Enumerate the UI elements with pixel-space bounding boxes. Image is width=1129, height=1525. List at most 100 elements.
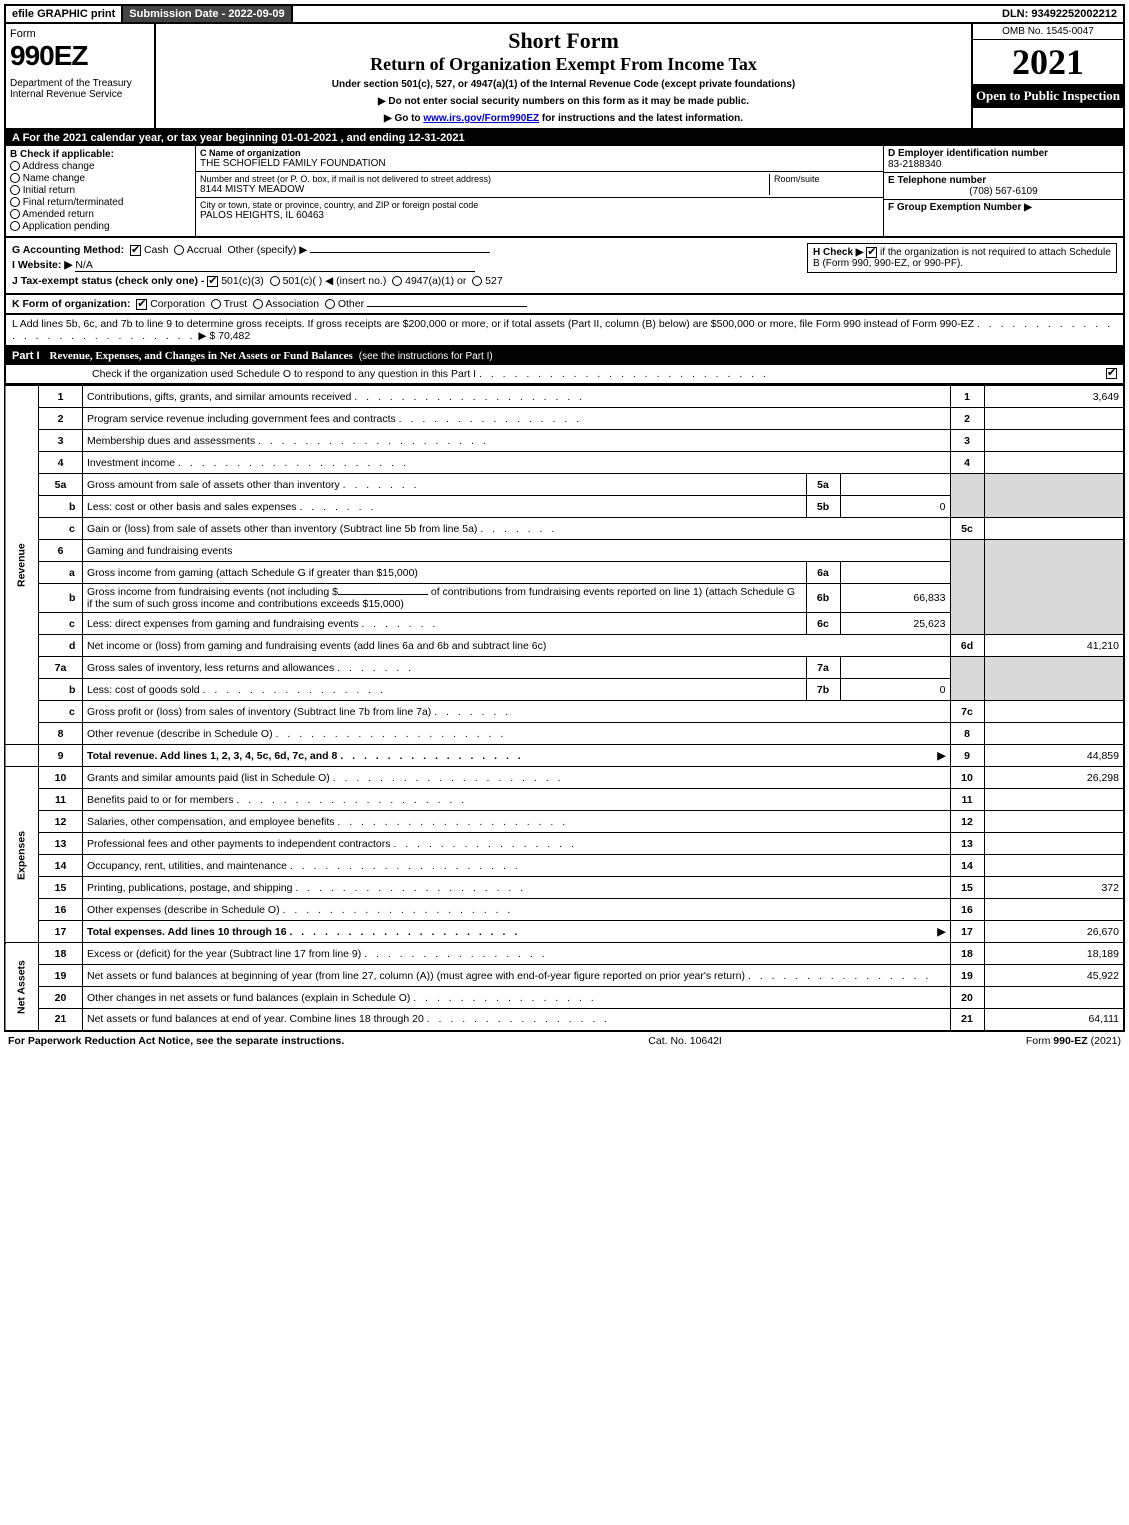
check-final-return[interactable]	[10, 197, 20, 207]
omb-number: OMB No. 1545-0047	[973, 24, 1123, 40]
row-16: 16 Other expenses (describe in Schedule …	[5, 899, 1124, 921]
spacer	[5, 745, 39, 767]
g-other-input[interactable]	[310, 252, 490, 253]
g-label: G Accounting Method:	[12, 244, 124, 256]
amount: 26,298	[984, 767, 1124, 789]
line-desc: Gross profit or (loss) from sales of inv…	[87, 706, 431, 718]
k-corp-check[interactable]	[136, 299, 147, 310]
efile-print[interactable]: efile GRAPHIC print	[6, 6, 123, 22]
line-num: 17	[39, 921, 83, 943]
contrib-blank[interactable]	[338, 594, 428, 595]
amount: 41,210	[984, 635, 1124, 657]
arrow-icon: ▶	[937, 926, 945, 938]
check-initial-return[interactable]	[10, 185, 20, 195]
j-4947: 4947(a)(1) or	[405, 275, 466, 287]
section-a: A For the 2021 calendar year, or tax yea…	[4, 130, 1125, 146]
line-desc: Salaries, other compensation, and employ…	[87, 816, 334, 828]
ein: 83-2188340	[888, 159, 941, 170]
line-num: a	[39, 562, 83, 584]
l-text: L Add lines 5b, 6c, and 7b to line 9 to …	[12, 318, 974, 330]
submission-date: Submission Date - 2022-09-09	[123, 6, 292, 22]
tax-year: 2021	[973, 40, 1123, 84]
k-assoc-check[interactable]	[253, 299, 263, 309]
line-desc: Total revenue. Add lines 1, 2, 3, 4, 5c,…	[87, 750, 337, 762]
line-num: 8	[39, 723, 83, 745]
row-19: 19 Net assets or fund balances at beginn…	[5, 965, 1124, 987]
g-accrual-check[interactable]	[174, 245, 184, 255]
amount	[984, 811, 1124, 833]
dots: . . . . . . . . . . . . . . . . . . . .	[258, 435, 489, 447]
inline-val	[840, 474, 950, 496]
line-num: 13	[39, 833, 83, 855]
part1-title: Revenue, Expenses, and Changes in Net As…	[50, 350, 353, 362]
opt-final-return: Final return/terminated	[23, 197, 124, 208]
dots: . . . . . . . . . . . . . . . .	[399, 413, 582, 425]
box-num: 17	[950, 921, 984, 943]
part1-checkbox[interactable]	[1106, 368, 1117, 379]
website-value: N/A	[75, 259, 475, 272]
inline-label: 6b	[806, 584, 840, 613]
city-label: City or town, state or province, country…	[200, 200, 879, 210]
line-num: 9	[39, 745, 83, 767]
form-word: Form	[10, 28, 150, 40]
j-501c3-check[interactable]	[207, 276, 218, 287]
g-cash-check[interactable]	[130, 245, 141, 256]
line-desc: Net income or (loss) from gaming and fun…	[87, 640, 546, 652]
h-checkbox[interactable]	[866, 247, 877, 258]
k-other-check[interactable]	[325, 299, 335, 309]
row-8: 8 Other revenue (describe in Schedule O)…	[5, 723, 1124, 745]
header-left: Form 990EZ Department of the Treasury In…	[6, 24, 156, 128]
row-5a: 5a Gross amount from sale of assets othe…	[5, 474, 1124, 496]
check-application-pending[interactable]	[10, 221, 20, 231]
opt-amended-return: Amended return	[22, 209, 94, 220]
section-b: B Check if applicable: Address change Na…	[6, 146, 196, 236]
dots: . . . . . . . . . . . . . . . .	[364, 948, 547, 960]
l-amount: ▶ $ 70,482	[198, 330, 250, 342]
k-trust: Trust	[224, 298, 248, 310]
box-num: 16	[950, 899, 984, 921]
opt-initial-return: Initial return	[23, 185, 75, 196]
line-num: c	[39, 613, 83, 635]
j-label: J Tax-exempt status (check only one) -	[12, 275, 204, 287]
part1-bar: Part I Revenue, Expenses, and Changes in…	[4, 347, 1125, 365]
check-name-change[interactable]	[10, 173, 20, 183]
dots: . . . . . . .	[337, 662, 414, 674]
opt-address-change: Address change	[22, 161, 94, 172]
g-accrual: Accrual	[187, 244, 222, 256]
inline-label: 7a	[806, 657, 840, 679]
line-num: c	[39, 518, 83, 540]
telephone: (708) 567-6109	[888, 186, 1119, 197]
open-to-public: Open to Public Inspection	[973, 84, 1123, 108]
line-desc: Gaming and fundraising events	[87, 545, 232, 557]
j-527-check[interactable]	[472, 276, 482, 286]
j-4947-check[interactable]	[392, 276, 402, 286]
line-desc: Membership dues and assessments	[87, 435, 255, 447]
k-other-input[interactable]	[367, 306, 527, 307]
dots: . . . . . . . . . . . . . . . . . . . .	[289, 926, 520, 938]
line-num: 19	[39, 965, 83, 987]
form-ref: Form 990-EZ (2021)	[1026, 1035, 1121, 1047]
box-num: 9	[950, 745, 984, 767]
check-amended-return[interactable]	[10, 209, 20, 219]
line-num: 1	[39, 386, 83, 408]
dots: . . . . . . . . . . . . . . . .	[393, 838, 576, 850]
box-num: 6d	[950, 635, 984, 657]
amount: 18,189	[984, 943, 1124, 965]
line-desc: Other expenses (describe in Schedule O)	[87, 904, 280, 916]
dots: . . . . . . .	[361, 618, 438, 630]
dots: . . . . . . . . . . . . . . . . . . . .	[337, 816, 568, 828]
amount: 64,111	[984, 1009, 1124, 1031]
box-num: 7c	[950, 701, 984, 723]
line-desc: Less: cost or other basis and sales expe…	[87, 501, 297, 513]
irs-link[interactable]: www.irs.gov/Form990EZ	[423, 113, 539, 124]
inline-val	[840, 562, 950, 584]
amount	[984, 855, 1124, 877]
check-address-change[interactable]	[10, 161, 20, 171]
box-num: 14	[950, 855, 984, 877]
j-501c-check[interactable]	[270, 276, 280, 286]
k-trust-check[interactable]	[211, 299, 221, 309]
box-num: 15	[950, 877, 984, 899]
amount	[984, 518, 1124, 540]
line-num: b	[39, 496, 83, 518]
line-desc: Excess or (deficit) for the year (Subtra…	[87, 948, 361, 960]
